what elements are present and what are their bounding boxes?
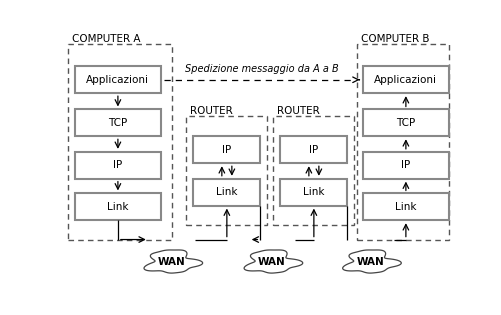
FancyBboxPatch shape	[362, 193, 448, 220]
Text: ROUTER: ROUTER	[277, 106, 320, 116]
Text: WAN: WAN	[158, 257, 185, 267]
FancyBboxPatch shape	[362, 66, 448, 93]
FancyBboxPatch shape	[75, 193, 161, 220]
FancyBboxPatch shape	[75, 109, 161, 136]
Text: TCP: TCP	[395, 118, 415, 128]
Text: Spedizione messaggio da A a B: Spedizione messaggio da A a B	[185, 64, 338, 74]
Text: Link: Link	[215, 187, 237, 197]
Polygon shape	[342, 250, 400, 273]
FancyBboxPatch shape	[280, 136, 347, 163]
Text: TCP: TCP	[108, 118, 127, 128]
Text: WAN: WAN	[258, 257, 285, 267]
Text: IP: IP	[400, 160, 410, 170]
FancyBboxPatch shape	[280, 179, 347, 206]
FancyBboxPatch shape	[362, 109, 448, 136]
FancyBboxPatch shape	[193, 136, 260, 163]
Text: Applicazioni: Applicazioni	[86, 75, 149, 85]
Polygon shape	[144, 250, 202, 273]
Text: Applicazioni: Applicazioni	[374, 75, 436, 85]
Text: Link: Link	[394, 202, 416, 212]
Text: Link: Link	[303, 187, 324, 197]
FancyBboxPatch shape	[75, 66, 161, 93]
Text: COMPUTER B: COMPUTER B	[361, 34, 429, 44]
Text: IP: IP	[309, 145, 318, 155]
Text: IP: IP	[222, 145, 231, 155]
FancyBboxPatch shape	[193, 179, 260, 206]
FancyBboxPatch shape	[362, 152, 448, 179]
Polygon shape	[243, 250, 302, 273]
Text: ROUTER: ROUTER	[190, 106, 232, 116]
Text: Link: Link	[107, 202, 128, 212]
Text: WAN: WAN	[356, 257, 384, 267]
Text: COMPUTER A: COMPUTER A	[72, 34, 141, 44]
FancyBboxPatch shape	[75, 152, 161, 179]
Text: IP: IP	[113, 160, 122, 170]
